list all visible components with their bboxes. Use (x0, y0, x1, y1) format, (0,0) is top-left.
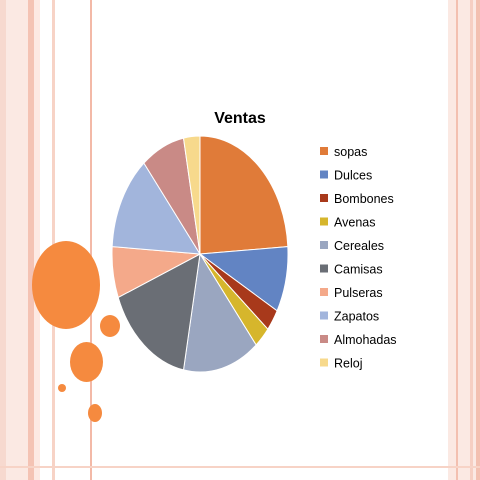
legend-label: Reloj (334, 357, 363, 371)
legend-label: Bombones (334, 192, 394, 206)
legend-swatch (320, 194, 328, 202)
pie-slice-camisas (117, 253, 201, 371)
pie-slice-sopas (199, 135, 289, 255)
pie-slice-reloj (182, 135, 201, 255)
chart-legend: sopas Dulces Bombones Avenas Cereales Camisas… (320, 145, 397, 371)
decor-stripe (476, 0, 480, 480)
decor-stripe (0, 0, 6, 480)
decor-stripe (456, 0, 458, 480)
pie-slices (111, 135, 289, 373)
decor-circle (70, 342, 103, 382)
decor-line (0, 466, 480, 468)
legend-swatch (320, 147, 328, 155)
decor-circle (88, 404, 102, 422)
pie-slice-cereales (182, 252, 257, 373)
legend-label: sopas (334, 145, 367, 159)
legend-label: Camisas (334, 263, 383, 277)
legend-swatch (320, 288, 328, 296)
legend-swatch (320, 217, 328, 226)
decor-stripe (34, 0, 40, 480)
decor-stripe (52, 0, 55, 480)
legend-swatch (320, 170, 328, 179)
decor-circle (100, 315, 120, 337)
legend-label: Almohadas (334, 333, 397, 347)
decor-circle (58, 384, 66, 392)
decor-stripe (28, 0, 34, 480)
legend-swatch (320, 311, 328, 320)
pie-slice-zapatos (111, 162, 201, 255)
legend-label: Zapatos (334, 310, 379, 324)
decor-circle (32, 241, 100, 329)
legend-swatch (320, 358, 328, 367)
legend-label: Avenas (334, 216, 375, 230)
chart-title: Ventas (214, 110, 266, 127)
legend-swatch (320, 264, 328, 273)
decor-stripe (90, 0, 92, 480)
legend-swatch (320, 241, 328, 249)
legend-label: Cereales (334, 239, 384, 253)
legend-label: Dulces (334, 169, 372, 183)
legend-label: Pulseras (334, 286, 383, 300)
legend-swatch (320, 335, 328, 343)
decor-stripe (470, 0, 473, 480)
decor-stripe (6, 0, 28, 480)
decor-stripe (448, 0, 480, 480)
